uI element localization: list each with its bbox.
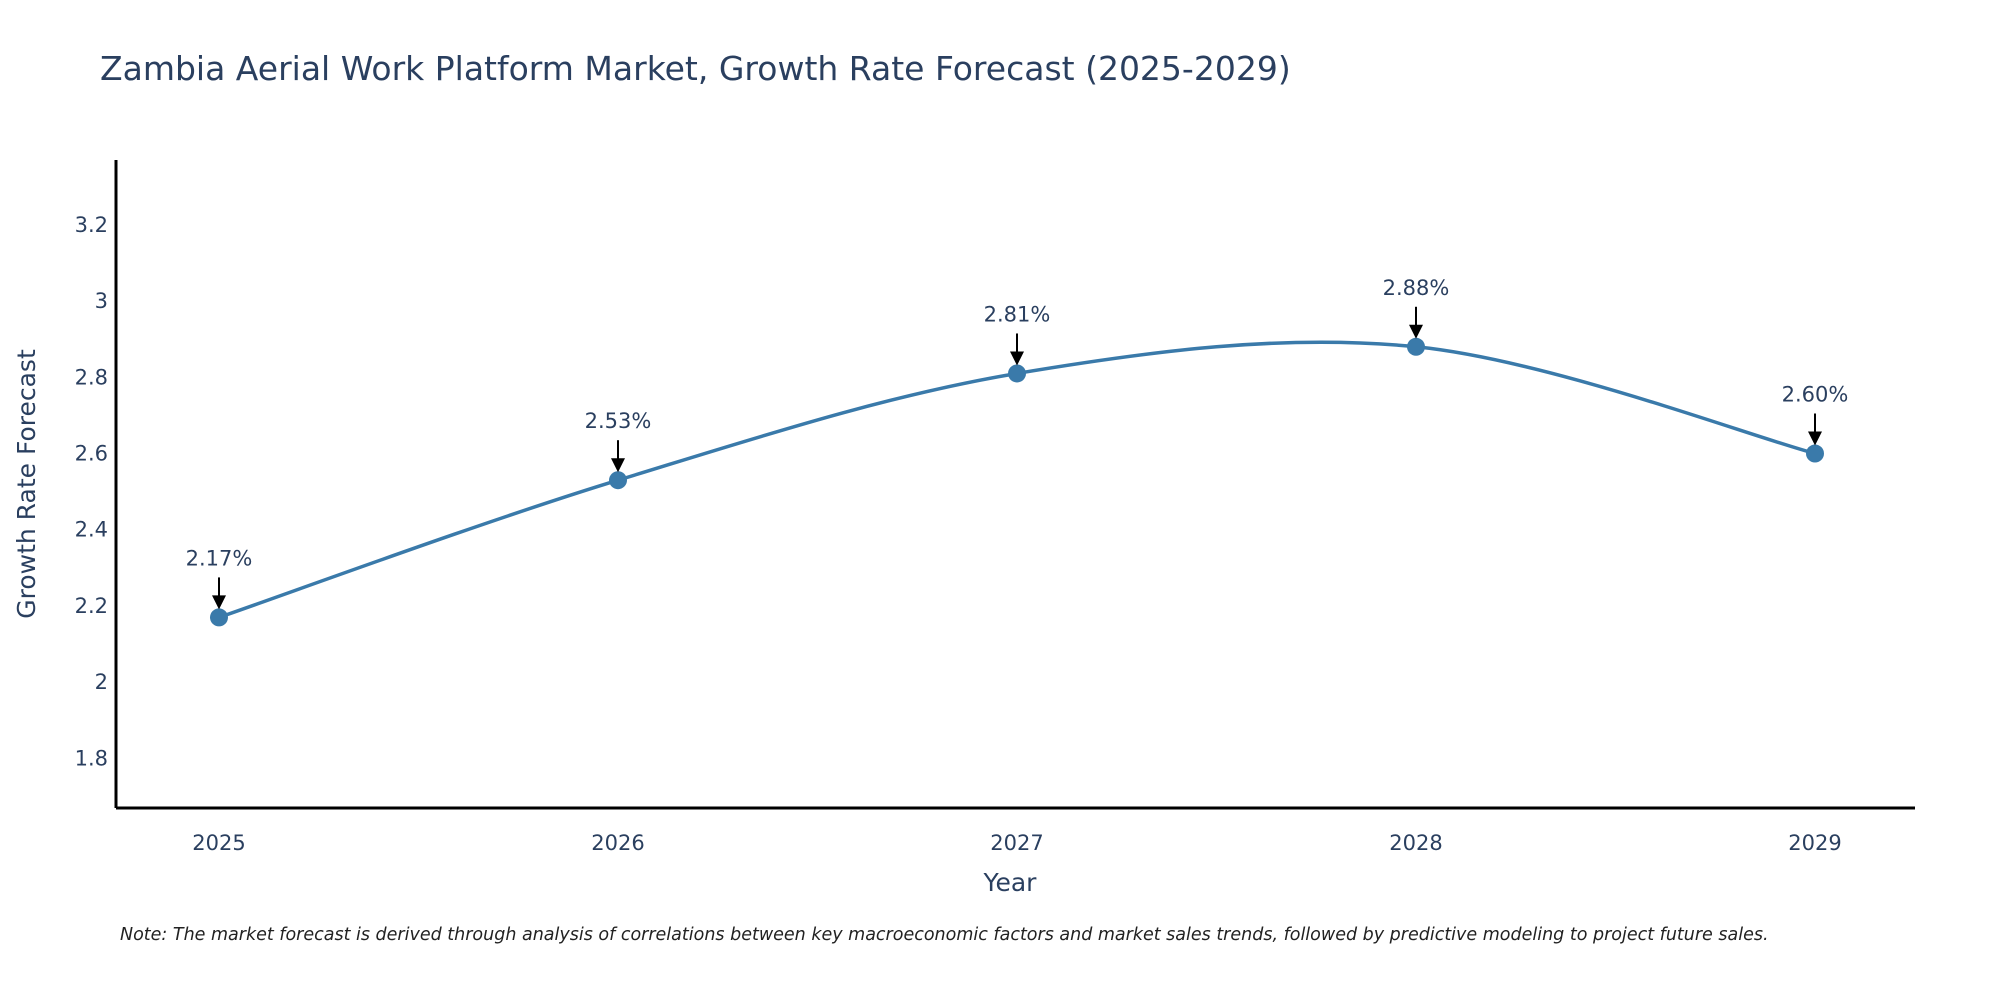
x-tick-label: 2026: [591, 831, 644, 855]
y-tick-label: 3.2: [75, 213, 108, 237]
x-tick-label: 2025: [192, 831, 245, 855]
annotation-2027: 2.81%: [984, 302, 1051, 366]
x-tick-label: 2028: [1389, 831, 1442, 855]
annotation-2025: 2.17%: [186, 546, 253, 610]
y-tick-label: 2.8: [75, 365, 108, 389]
data-label: 2.81%: [984, 302, 1051, 326]
data-point-2026: [609, 471, 627, 490]
chart-title: Zambia Aerial Work Platform Market, Grow…: [100, 49, 1291, 88]
x-axis: 2025 2026 2027 2028 2029: [116, 806, 1915, 855]
x-tick-label: 2027: [990, 831, 1043, 855]
annotation-2026: 2.53%: [585, 409, 652, 473]
data-label: 2.88%: [1383, 276, 1450, 300]
footnote: Note: The market forecast is derived thr…: [120, 925, 1769, 945]
y-axis: 1.8 2 2.2 2.4 2.6 2.8 3 3.2: [75, 160, 118, 808]
data-point-2025: [210, 608, 228, 627]
y-tick-label: 2.6: [75, 442, 108, 466]
annotation-arrow-head: [1010, 351, 1024, 366]
annotation-arrow-head: [1808, 431, 1822, 446]
data-markers: [210, 337, 1824, 627]
y-tick-label: 2.2: [75, 594, 108, 618]
data-point-2028: [1407, 337, 1425, 356]
y-tick-label: 1.8: [75, 746, 108, 770]
data-label: 2.60%: [1782, 383, 1849, 407]
annotation-arrow-head: [611, 458, 625, 473]
data-annotations: 2.17% 2.53% 2.81% 2.88% 2.60%: [186, 276, 1849, 610]
y-tick-label: 2.4: [75, 518, 108, 542]
data-point-2029: [1806, 444, 1824, 463]
data-label: 2.17%: [186, 546, 253, 570]
annotation-arrow-head: [212, 595, 226, 610]
x-axis-title: Year: [983, 868, 1038, 897]
series-line-growth-rate: [218, 340, 1816, 620]
x-tick-label: 2029: [1788, 831, 1841, 855]
annotation-2028: 2.88%: [1383, 276, 1450, 339]
y-axis-title: Growth Rate Forecast: [12, 349, 41, 619]
y-tick-label: 3: [95, 289, 108, 313]
data-label: 2.53%: [585, 409, 652, 433]
annotation-arrow-head: [1409, 324, 1423, 339]
data-point-2027: [1008, 364, 1026, 383]
y-tick-label: 2: [95, 670, 108, 694]
annotation-2029: 2.60%: [1782, 383, 1849, 446]
